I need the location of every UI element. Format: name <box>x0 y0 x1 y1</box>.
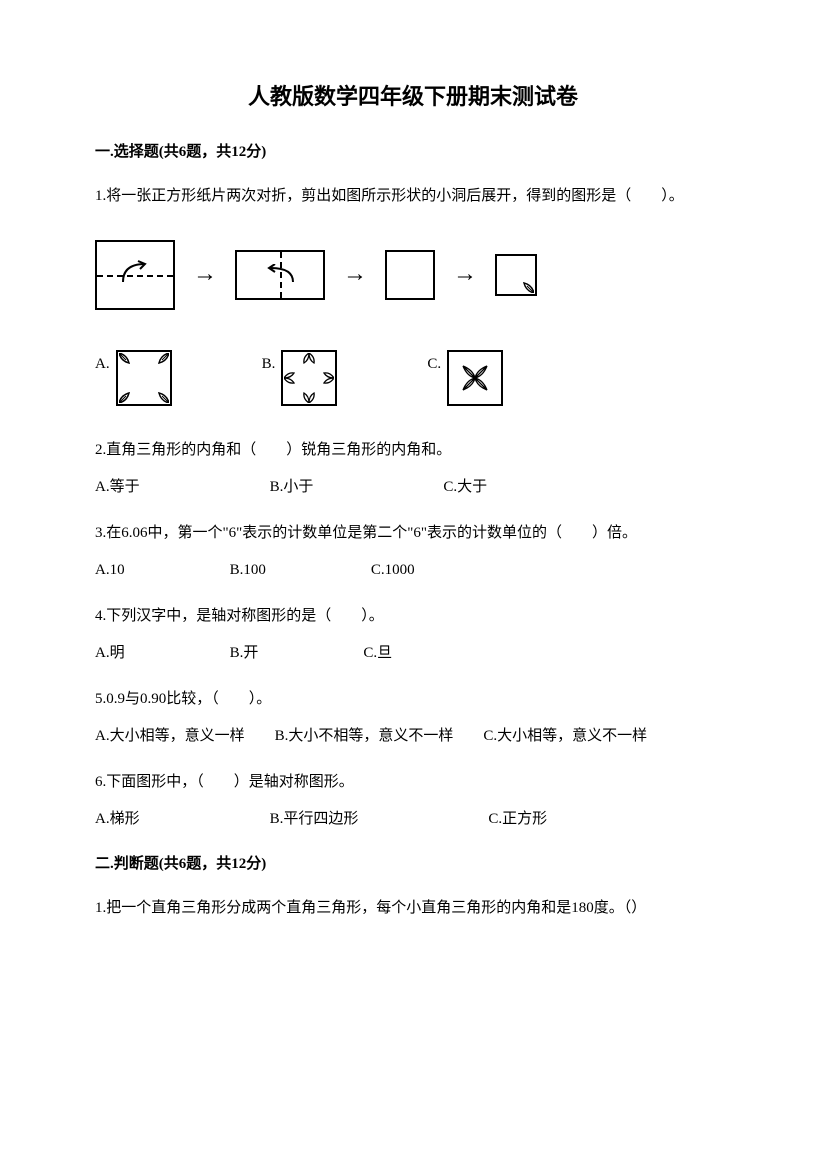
option-b: B.大小不相等，意义不一样 <box>275 722 454 751</box>
leaf-icon <box>520 279 534 293</box>
option-b: B. <box>262 350 338 406</box>
question-6-options: A.梯形 B.平行四边形 C.正方形 <box>95 805 731 834</box>
section2-question-1-text: 1.把一个直角三角形分成两个直角三角形，每个小直角三角形的内角和是180度。（） <box>95 894 731 923</box>
section-2-header: 二.判断题(共6题，共12分) <box>95 853 731 876</box>
option-b: B.100 <box>230 556 266 585</box>
option-c: C. <box>427 350 503 406</box>
question-1: 1.将一张正方形纸片两次对折，剪出如图所示形状的小洞后展开，得到的图形是（ ）。… <box>95 182 731 407</box>
leaf-icon <box>155 389 169 403</box>
option-a: A.大小相等，意义一样 <box>95 722 245 751</box>
option-c: C.大于 <box>443 473 487 502</box>
option-a: A.梯形 <box>95 805 140 834</box>
option-c: C.旦 <box>363 639 392 668</box>
option-a-label: A. <box>95 350 110 379</box>
option-a: A.等于 <box>95 473 140 502</box>
fold-step-1 <box>95 240 175 310</box>
option-a-figure <box>116 350 172 406</box>
leaf-icon <box>284 370 296 386</box>
leaf-icon <box>155 353 169 367</box>
fold-step-2 <box>235 250 325 300</box>
question-5: 5.0.9与0.90比较，（ ）。 A.大小相等，意义一样 B.大小不相等，意义… <box>95 685 731 750</box>
section2-question-1: 1.把一个直角三角形分成两个直角三角形，每个小直角三角形的内角和是180度。（） <box>95 894 731 923</box>
question-5-options: A.大小相等，意义一样 B.大小不相等，意义不一样 C.大小相等，意义不一样 <box>95 722 731 751</box>
option-a: A.10 <box>95 556 125 585</box>
question-4-options: A.明 B.开 C.旦 <box>95 639 731 668</box>
leaf-icon <box>301 353 317 365</box>
section-1-header: 一.选择题(共6题，共12分) <box>95 141 731 164</box>
question-6: 6.下面图形中，（ ）是轴对称图形。 A.梯形 B.平行四边形 C.正方形 <box>95 768 731 833</box>
leaf-icon <box>301 391 317 403</box>
fold-diagram-row: → → → <box>95 240 731 310</box>
option-c: C.正方形 <box>488 805 547 834</box>
option-c: C.大小相等，意义不一样 <box>483 722 647 751</box>
question-4: 4.下列汉字中，是轴对称图形的是（ ）。 A.明 B.开 C.旦 <box>95 602 731 667</box>
option-b: B.平行四边形 <box>270 805 359 834</box>
curve-arrow-icon <box>115 260 151 290</box>
arrow-right-icon: → <box>453 252 477 298</box>
question-6-text: 6.下面图形中，（ ）是轴对称图形。 <box>95 768 731 797</box>
fold-step-4 <box>495 254 537 296</box>
fold-step-3 <box>385 250 435 300</box>
question-1-options: A. B. C. <box>95 350 731 406</box>
leaf-icon <box>119 353 133 367</box>
question-2: 2.直角三角形的内角和（ ）锐角三角形的内角和。 A.等于 B.小于 C.大于 <box>95 436 731 501</box>
option-b: B.小于 <box>270 473 314 502</box>
flower-icon <box>460 363 490 393</box>
question-3-text: 3.在6.06中，第一个"6"表示的计数单位是第二个"6"表示的计数单位的（ ）… <box>95 519 731 548</box>
curve-arrow-icon <box>265 264 299 288</box>
page-title: 人教版数学四年级下册期末测试卷 <box>95 80 731 113</box>
option-c: C.1000 <box>371 556 415 585</box>
leaf-icon <box>322 370 334 386</box>
option-a: A.明 <box>95 639 125 668</box>
arrow-right-icon: → <box>193 252 217 298</box>
option-c-figure <box>447 350 503 406</box>
question-3: 3.在6.06中，第一个"6"表示的计数单位是第二个"6"表示的计数单位的（ ）… <box>95 519 731 584</box>
question-4-text: 4.下列汉字中，是轴对称图形的是（ ）。 <box>95 602 731 631</box>
option-b-label: B. <box>262 350 276 379</box>
question-2-options: A.等于 B.小于 C.大于 <box>95 473 731 502</box>
question-2-text: 2.直角三角形的内角和（ ）锐角三角形的内角和。 <box>95 436 731 465</box>
option-a: A. <box>95 350 172 406</box>
question-1-text: 1.将一张正方形纸片两次对折，剪出如图所示形状的小洞后展开，得到的图形是（ ）。 <box>95 182 731 211</box>
option-b: B.开 <box>230 639 259 668</box>
question-5-text: 5.0.9与0.90比较，（ ）。 <box>95 685 731 714</box>
option-c-label: C. <box>427 350 441 379</box>
leaf-icon <box>119 389 133 403</box>
option-b-figure <box>281 350 337 406</box>
question-3-options: A.10 B.100 C.1000 <box>95 556 731 585</box>
arrow-right-icon: → <box>343 252 367 298</box>
